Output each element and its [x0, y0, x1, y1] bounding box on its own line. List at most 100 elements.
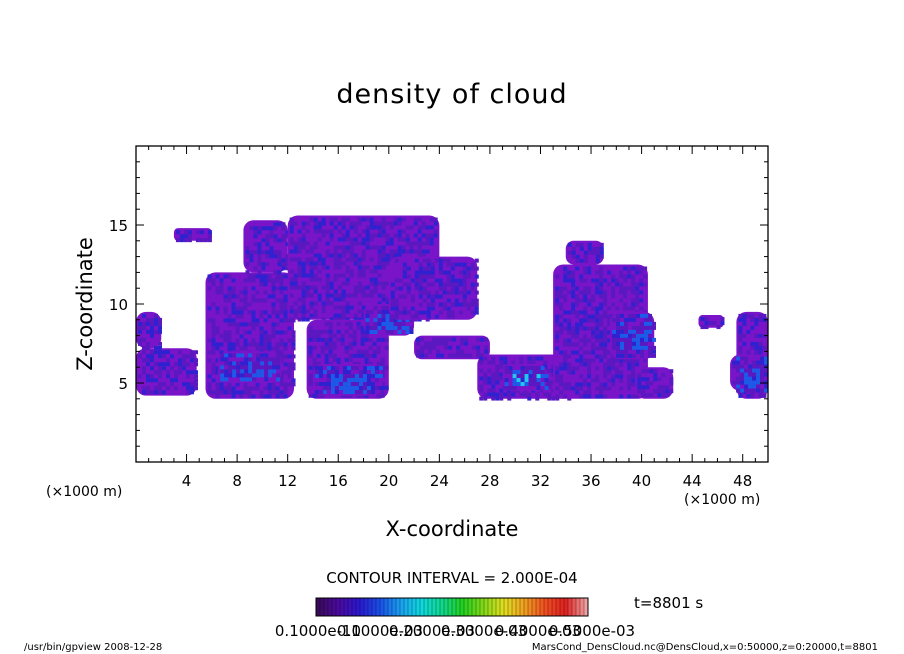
colorbar-swatch	[460, 598, 465, 616]
colorbar-swatch	[512, 598, 517, 616]
cloud-region-5	[218, 351, 282, 383]
x-tick-label: 36	[581, 472, 600, 490]
colorbar-swatch	[452, 598, 457, 616]
time-label: t=8801 s	[634, 594, 703, 612]
colorbar-swatch	[420, 598, 425, 616]
colorbar-swatch	[340, 598, 345, 616]
colorbar-label: 0.5000e-03	[549, 622, 635, 640]
colorbar-swatch	[568, 598, 573, 616]
colorbar-swatch	[524, 598, 529, 616]
colorbar-swatch	[332, 598, 337, 616]
colorbar-swatch	[580, 598, 585, 616]
colorbar-swatch	[432, 598, 437, 616]
footer-program: /usr/bin/gpview 2008-12-28	[24, 642, 162, 653]
colorbar-frame	[315, 597, 589, 617]
colorbar-swatch	[540, 598, 545, 616]
cloud-region-15	[565, 240, 604, 265]
colorbar-swatch	[564, 598, 569, 616]
colorbar-swatch	[440, 598, 445, 616]
colorbar-swatch	[416, 598, 421, 616]
colorbar-label: 0.2000e-03	[389, 622, 475, 640]
colorbar-swatch	[380, 598, 385, 616]
y-axis-label: Z-coordinate	[73, 237, 97, 371]
colorbar-swatch	[468, 598, 473, 616]
colorbar-swatch	[448, 598, 453, 616]
colorbar-swatch	[356, 598, 361, 616]
cloud-region-16	[610, 311, 656, 360]
cloud-region-10	[388, 256, 479, 320]
colorbar-swatch	[376, 598, 381, 616]
colorbar	[315, 597, 589, 617]
colorbar-swatch	[360, 598, 365, 616]
colorbar-swatch	[544, 598, 549, 616]
colorbar-swatch	[412, 598, 417, 616]
colorbar-swatch	[476, 598, 481, 616]
colorbar-labels: 0.1000e-100.1000e-030.2000e-030.3000e-03…	[275, 622, 635, 640]
colorbar-swatch	[444, 598, 449, 616]
x-tick-label: 32	[531, 472, 550, 490]
colorbar-swatch	[508, 598, 513, 616]
cloud-region-3	[243, 220, 290, 275]
colorbar-swatch	[336, 598, 341, 616]
colorbar-swatch	[344, 598, 349, 616]
colorbar-swatch	[372, 598, 377, 616]
cloud-region-4	[173, 228, 212, 243]
x-unit-label: (×1000 m)	[684, 492, 760, 508]
x-tick-label: 40	[632, 472, 651, 490]
colorbar-swatch	[364, 598, 369, 616]
y-tick-label: 15	[109, 217, 128, 235]
colorbar-swatch	[368, 598, 373, 616]
colorbar-swatch	[496, 598, 501, 616]
colorbar-swatch	[548, 598, 553, 616]
colorbar-swatch	[404, 598, 409, 616]
y-tick-label: 5	[118, 375, 128, 393]
colorbar-swatch	[464, 598, 469, 616]
colorbar-swatch	[552, 598, 557, 616]
colorbar-swatch	[424, 598, 429, 616]
colorbar-label: 0.1000e-10	[275, 622, 361, 640]
colorbar-swatch	[576, 598, 581, 616]
colorbar-swatch	[392, 598, 397, 616]
colorbar-swatch	[560, 598, 565, 616]
colorbar-swatch	[572, 598, 577, 616]
cloud-region-8	[312, 364, 383, 396]
z-unit-label: (×1000 m)	[46, 484, 122, 500]
axis-ticks	[135, 145, 769, 463]
colorbar-label: 0.1000e-03	[337, 622, 423, 640]
colorbar-swatch	[492, 598, 497, 616]
y-tick-label: 10	[109, 296, 128, 314]
x-tick-label: 20	[379, 472, 398, 490]
colorbar-swatch	[428, 598, 433, 616]
colorbar-swatch	[384, 598, 389, 616]
cloud-region-1	[136, 311, 162, 350]
colorbar-swatch	[328, 598, 333, 616]
x-tick-label: 8	[232, 472, 242, 490]
colorbar-label: 0.3000e-03	[441, 622, 527, 640]
colorbar-swatch	[528, 598, 533, 616]
x-tick-label: 44	[683, 472, 702, 490]
colorbar-swatch	[556, 598, 561, 616]
colorbar-swatch	[520, 598, 525, 616]
cloud-region-13	[502, 364, 549, 391]
chart-title: density of cloud	[336, 79, 567, 110]
cloud-region-17	[635, 367, 674, 399]
colorbar-swatch	[472, 598, 477, 616]
colorbar-swatch	[400, 598, 405, 616]
colorbar-swatch	[456, 598, 461, 616]
colorbar-swatch	[316, 598, 321, 616]
colorbar-swatch	[532, 598, 537, 616]
cloud-field	[136, 215, 769, 401]
colorbar-swatch	[352, 598, 357, 616]
colorbar-swatch	[488, 598, 493, 616]
colorbar-swatch	[480, 598, 485, 616]
colorbar-swatch	[408, 598, 413, 616]
cloud-region-20	[730, 354, 769, 393]
x-tick-label: 48	[733, 472, 752, 490]
colorbar-swatch	[500, 598, 505, 616]
contour-interval: CONTOUR INTERVAL = 2.000E-04	[326, 569, 577, 587]
colorbar-swatch	[396, 598, 401, 616]
x-tick-label: 4	[182, 472, 192, 490]
x-tick-label: 24	[430, 472, 449, 490]
cloud-region-18	[698, 315, 725, 330]
